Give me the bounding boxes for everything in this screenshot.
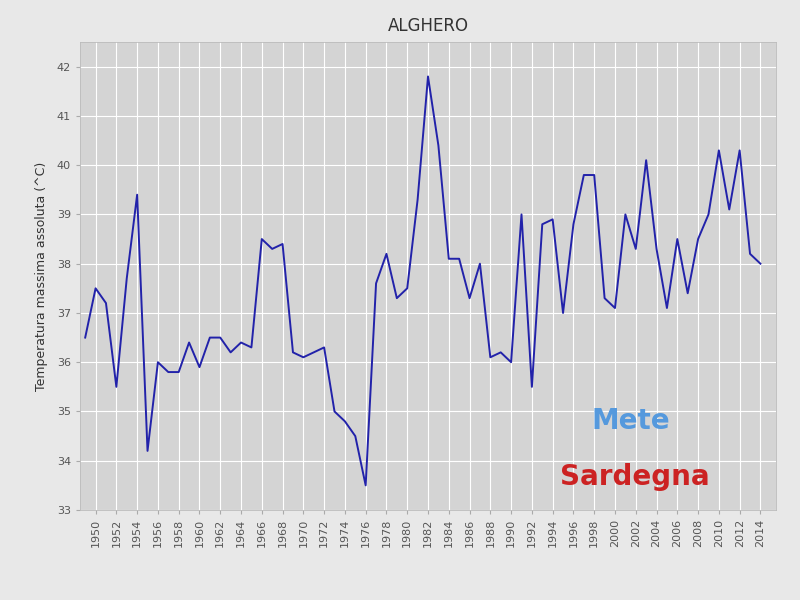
Title: ALGHERO: ALGHERO: [387, 17, 469, 35]
Y-axis label: Temperatura massima assoluta (^C): Temperatura massima assoluta (^C): [35, 161, 48, 391]
Text: Sardegna: Sardegna: [560, 463, 710, 491]
Text: Mete: Mete: [591, 407, 670, 435]
